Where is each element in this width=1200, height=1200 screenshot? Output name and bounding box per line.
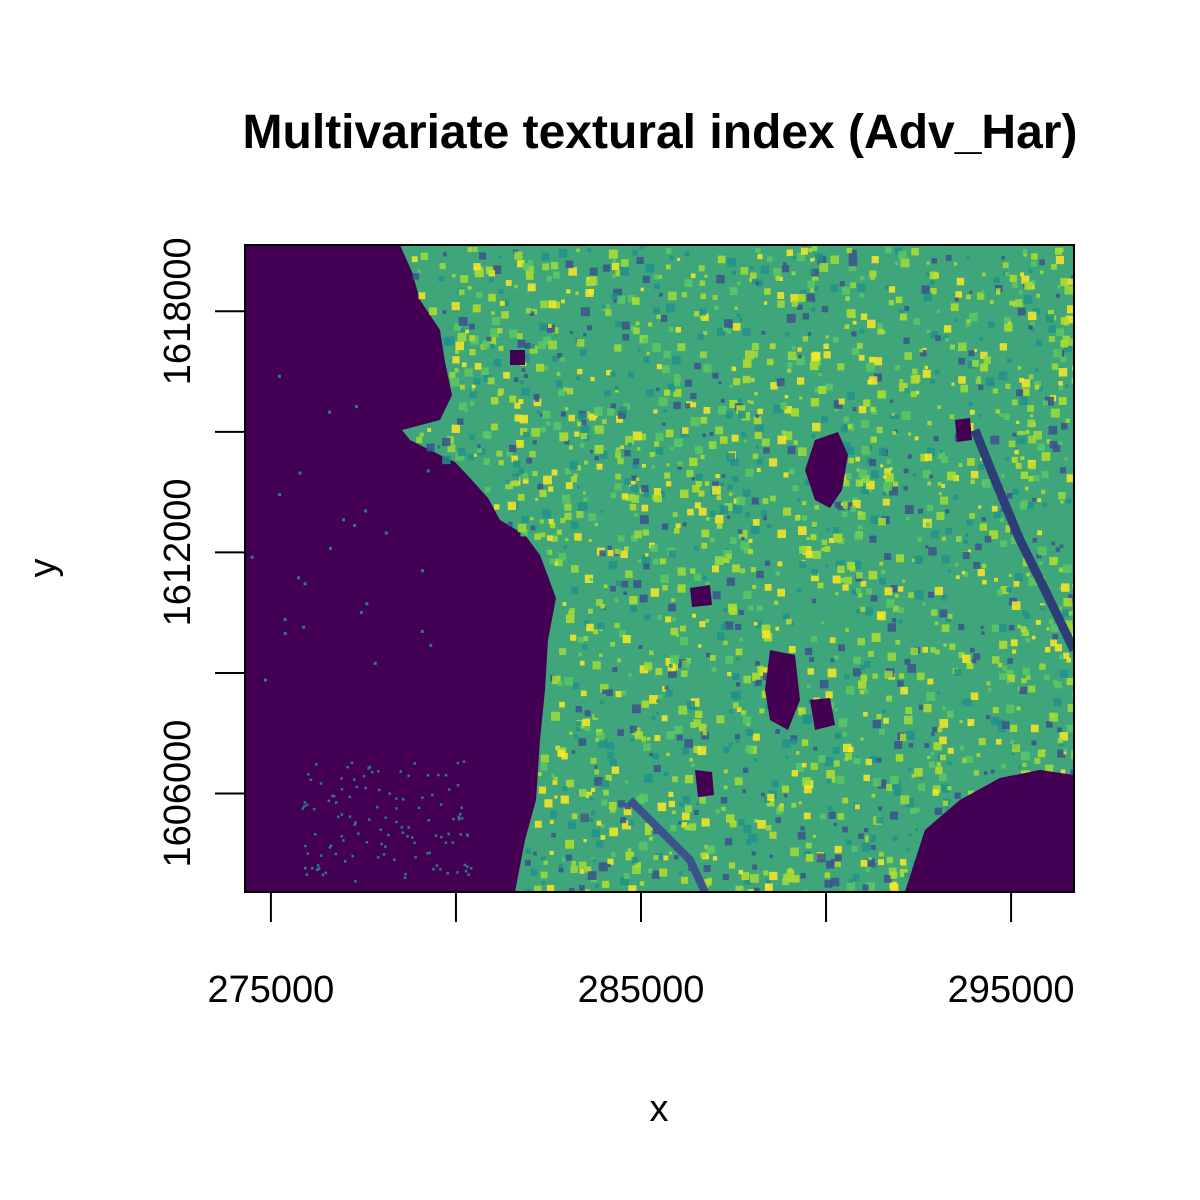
small-pond bbox=[955, 418, 972, 442]
y-tick-label: 1606000 bbox=[157, 720, 199, 868]
lake-polygon bbox=[765, 650, 800, 730]
x-axis-label: x bbox=[650, 1088, 669, 1130]
y-tick-label: 1618000 bbox=[157, 237, 199, 385]
chart-title: Multivariate textural index (Adv_Har) bbox=[243, 106, 1078, 159]
y-axis-label: y bbox=[22, 559, 64, 578]
water-region-se bbox=[905, 770, 1074, 892]
small-pond bbox=[510, 350, 525, 365]
raster-panel bbox=[244, 244, 1075, 893]
water-channel bbox=[970, 428, 1074, 652]
island-polygon bbox=[805, 432, 848, 508]
y-axis: 1606000 1612000 1618000 bbox=[157, 237, 246, 868]
x-tick-label: 295000 bbox=[948, 969, 1075, 1011]
small-pond bbox=[695, 770, 714, 797]
water-channel bbox=[627, 797, 709, 892]
x-axis: 275000 285000 295000 bbox=[208, 891, 1075, 1011]
x-tick-label: 275000 bbox=[208, 969, 335, 1011]
small-pond bbox=[690, 585, 712, 607]
sea-speckle bbox=[250, 374, 473, 883]
texture-speckle bbox=[411, 245, 1074, 892]
y-tick-label: 1612000 bbox=[157, 478, 199, 626]
x-tick-label: 285000 bbox=[578, 969, 705, 1011]
small-pond bbox=[810, 698, 835, 730]
